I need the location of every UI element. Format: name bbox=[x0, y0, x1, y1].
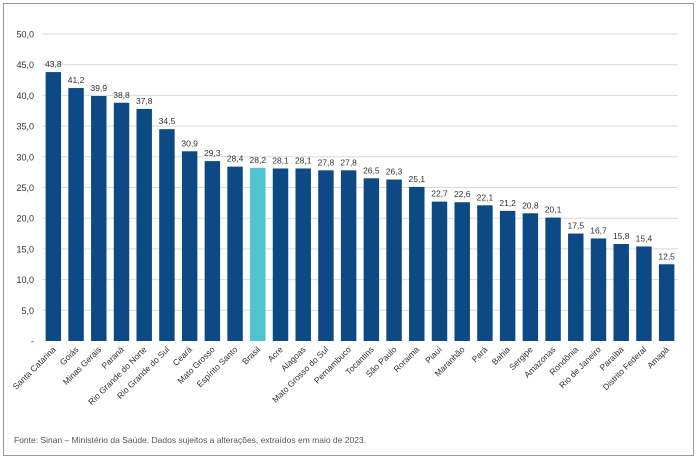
data-label: 22,6 bbox=[454, 189, 471, 199]
bar bbox=[568, 233, 584, 341]
bar bbox=[431, 201, 448, 341]
figure-frame: - 5,0 10,0 15,0 20,0 25,0 30,0 35,0 40,0 45,0 50,0… bbox=[3, 3, 694, 456]
bar bbox=[499, 210, 516, 341]
bar bbox=[386, 179, 402, 341]
data-label: 41,2 bbox=[68, 75, 85, 85]
bar bbox=[363, 178, 380, 341]
y-tick-label: 50,0 bbox=[16, 30, 34, 40]
bar bbox=[159, 129, 175, 341]
data-label: 30,9 bbox=[181, 138, 198, 148]
data-label: 20,8 bbox=[522, 200, 539, 210]
x-tick-label: Santa Catarina bbox=[11, 344, 58, 391]
data-label: 21,2 bbox=[499, 198, 516, 208]
y-tick-label: - bbox=[31, 337, 34, 347]
y-tick-label: 30,0 bbox=[16, 152, 34, 162]
data-label: 12,5 bbox=[658, 251, 675, 261]
bar bbox=[636, 246, 652, 341]
data-label: 29,3 bbox=[204, 148, 221, 158]
bar bbox=[204, 161, 221, 341]
bar bbox=[295, 168, 311, 341]
y-tick-label: 45,0 bbox=[16, 60, 34, 70]
bar bbox=[68, 88, 84, 341]
bar bbox=[340, 170, 357, 341]
bar bbox=[136, 108, 152, 342]
data-label: 28,2 bbox=[250, 155, 267, 165]
bar bbox=[545, 217, 561, 341]
bar bbox=[454, 202, 470, 341]
bar bbox=[613, 243, 629, 341]
bar bbox=[227, 166, 243, 341]
bar bbox=[590, 238, 607, 341]
y-tick-label: 15,0 bbox=[16, 244, 34, 254]
data-label: 22,7 bbox=[431, 189, 448, 199]
data-label: 43,8 bbox=[45, 59, 62, 69]
bar-chart: - 5,0 10,0 15,0 20,0 25,0 30,0 35,0 40,0 45,0 50,0… bbox=[11, 30, 678, 407]
bar bbox=[522, 213, 539, 341]
bar bbox=[658, 264, 675, 341]
bar bbox=[45, 72, 62, 342]
bar bbox=[113, 102, 130, 341]
source-note: Fonte: Sinan – Ministério da Saúde. Dado… bbox=[14, 435, 367, 445]
x-tick-label: Brasil bbox=[240, 344, 262, 366]
y-tick-label: 5,0 bbox=[21, 306, 34, 316]
data-label: 15,8 bbox=[613, 231, 630, 241]
x-tick-label: Acre bbox=[265, 344, 285, 364]
x-tick-label: Roraima bbox=[391, 344, 421, 374]
bar bbox=[181, 151, 198, 341]
data-label: 27,8 bbox=[318, 157, 335, 167]
x-tick-label: Amapá bbox=[645, 344, 671, 370]
bar bbox=[250, 167, 266, 341]
data-label: 34,5 bbox=[159, 116, 176, 126]
data-label: 22,1 bbox=[477, 192, 494, 202]
data-label: 20,1 bbox=[545, 205, 562, 215]
data-label: 26,3 bbox=[386, 167, 403, 177]
data-label: 27,8 bbox=[340, 157, 357, 167]
data-label: 26,5 bbox=[363, 165, 380, 175]
y-tick-label: 40,0 bbox=[16, 91, 34, 101]
bar bbox=[318, 170, 334, 341]
y-tick-label: 20,0 bbox=[16, 214, 34, 224]
x-tick-label: Pará bbox=[470, 344, 490, 364]
data-label: 39,9 bbox=[91, 83, 108, 93]
bar bbox=[272, 168, 289, 341]
data-label: 17,5 bbox=[568, 221, 585, 231]
data-label: 16,7 bbox=[590, 225, 607, 235]
bar bbox=[91, 96, 107, 341]
data-label: 37,8 bbox=[136, 96, 153, 106]
data-label: 28,1 bbox=[295, 155, 312, 165]
y-tick-label: 25,0 bbox=[16, 183, 34, 193]
data-label: 25,1 bbox=[409, 174, 426, 184]
data-label: 38,8 bbox=[113, 90, 130, 100]
y-tick-label: 35,0 bbox=[16, 122, 34, 132]
bar bbox=[409, 186, 425, 341]
data-label: 28,1 bbox=[272, 155, 289, 165]
y-tick-label: 10,0 bbox=[16, 275, 34, 285]
data-label: 28,4 bbox=[227, 154, 244, 164]
data-label: 15,4 bbox=[636, 233, 653, 243]
bar bbox=[477, 205, 493, 341]
